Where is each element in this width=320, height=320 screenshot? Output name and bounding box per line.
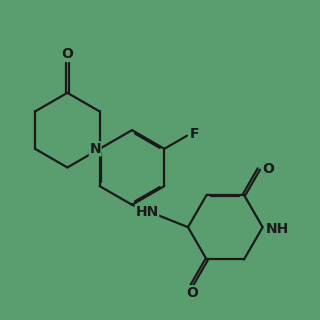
Text: N: N — [89, 142, 101, 156]
Text: F: F — [190, 127, 199, 141]
Text: NH: NH — [266, 222, 289, 236]
Text: O: O — [186, 286, 198, 300]
Text: O: O — [61, 47, 73, 61]
Text: O: O — [262, 162, 274, 176]
Text: HN: HN — [135, 205, 159, 219]
